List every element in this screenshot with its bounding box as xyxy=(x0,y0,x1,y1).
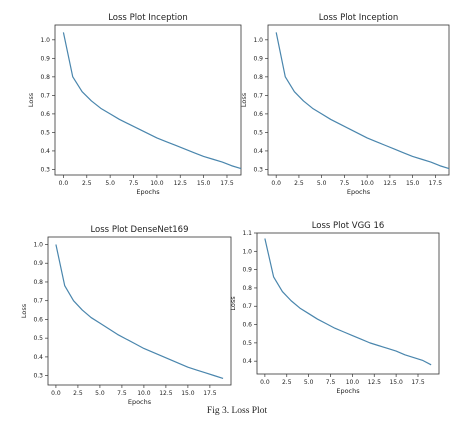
chart-title: Loss Plot Inception xyxy=(319,13,399,23)
y-tick-label: 0.3 xyxy=(40,166,50,173)
loss-series-line xyxy=(264,238,432,366)
y-tick-label: 0.8 xyxy=(33,279,43,286)
x-tick-label: 10.0 xyxy=(150,180,164,187)
x-tick-label: 7.5 xyxy=(129,180,139,187)
y-tick-label: 0.7 xyxy=(253,92,263,99)
y-tick-label: 0.7 xyxy=(40,92,50,99)
x-tick-label: 0.0 xyxy=(51,390,61,397)
x-tick-label: 15.0 xyxy=(389,379,403,386)
y-tick-label: 0.8 xyxy=(40,74,50,81)
chart-panel-3: Loss Plot DenseNet169 Epochs Loss 0.0 2.5 5.0… xyxy=(20,225,232,406)
y-tick-label: 0.9 xyxy=(33,260,43,267)
plot-frame xyxy=(267,24,450,176)
y-tick-label: 0.4 xyxy=(242,358,252,365)
x-tick-label: 2.5 xyxy=(282,379,292,386)
y-tick-label: 0.7 xyxy=(242,303,252,310)
chart-title: Loss Plot DenseNet169 xyxy=(90,225,188,235)
y-tick-label: 0.4 xyxy=(33,354,43,361)
y-axis-label: Loss xyxy=(27,92,35,107)
x-tick-label: 0.0 xyxy=(59,180,69,187)
y-tick-label: 0.5 xyxy=(33,335,43,342)
x-tick-label: 7.5 xyxy=(326,379,336,386)
x-tick-label: 5.0 xyxy=(317,180,327,187)
y-tick-label: 0.7 xyxy=(33,298,43,305)
x-tick-label: 7.5 xyxy=(117,390,127,397)
y-tick-label: 0.3 xyxy=(33,373,43,380)
y-tick-label: 0.6 xyxy=(253,111,263,118)
x-tick-label: 5.0 xyxy=(95,390,105,397)
chart-title: Loss Plot VGG 16 xyxy=(312,221,385,231)
x-tick-label: 15.0 xyxy=(181,390,195,397)
y-tick-label: 0.9 xyxy=(40,55,50,62)
x-tick-label: 15.0 xyxy=(406,180,420,187)
y-tick-label: 0.9 xyxy=(242,267,252,274)
x-tick-label: 15.0 xyxy=(197,180,211,187)
loss-plot-figure: Loss Plot Inception Epochs Loss 0.0 2.5 5.0 7.… xyxy=(20,13,450,406)
x-tick-label: 5.0 xyxy=(105,180,115,187)
x-tick-label: 10.0 xyxy=(346,379,360,386)
x-tick-label: 2.5 xyxy=(294,180,304,187)
x-tick-label: 12.5 xyxy=(368,379,382,386)
x-tick-label: 17.5 xyxy=(203,390,217,397)
chart-title: Loss Plot Inception xyxy=(108,13,188,23)
y-tick-label: 1.0 xyxy=(40,37,50,44)
x-axis-label: Epochs xyxy=(128,398,152,406)
y-tick-label: 1.0 xyxy=(33,241,43,248)
x-axis-label: Epochs xyxy=(347,188,371,196)
x-tick-label: 7.5 xyxy=(340,180,350,187)
x-tick-label: 17.5 xyxy=(220,180,234,187)
loss-series-line xyxy=(275,32,450,170)
y-axis-label: Loss xyxy=(240,92,248,107)
y-tick-label: 0.6 xyxy=(242,322,252,329)
x-tick-label: 2.5 xyxy=(82,180,92,187)
x-tick-label: 17.5 xyxy=(411,379,425,386)
x-axis-label: Epochs xyxy=(136,188,160,196)
y-tick-label: 0.3 xyxy=(253,166,263,173)
y-tick-label: 0.9 xyxy=(253,55,263,62)
y-tick-label: 0.4 xyxy=(40,148,50,155)
y-tick-label: 0.8 xyxy=(242,285,252,292)
plot-frame xyxy=(54,24,242,176)
plot-frame xyxy=(47,236,232,386)
y-tick-label: 0.5 xyxy=(242,340,252,347)
y-tick-label: 0.5 xyxy=(40,129,50,136)
x-tick-label: 10.0 xyxy=(137,390,151,397)
y-tick-label: 0.4 xyxy=(253,148,263,155)
y-tick-label: 1.1 xyxy=(242,230,252,237)
x-tick-label: 17.5 xyxy=(429,180,443,187)
y-tick-label: 1.0 xyxy=(242,248,252,255)
x-tick-label: 0.0 xyxy=(260,379,270,386)
x-tick-label: 2.5 xyxy=(73,390,83,397)
y-tick-label: 0.8 xyxy=(253,74,263,81)
chart-panel-2: Loss Plot Inception Epochs Loss 0.0 2.5 5.0 7.… xyxy=(240,13,450,196)
loss-series-line xyxy=(55,244,224,380)
x-tick-label: 12.5 xyxy=(383,180,397,187)
chart-panel-1: Loss Plot Inception Epochs Loss 0.0 2.5 5.0 7.… xyxy=(27,13,242,196)
x-axis-label: Epochs xyxy=(336,387,360,395)
y-tick-label: 0.6 xyxy=(40,111,50,118)
figure-caption: Fig 3. Loss Plot xyxy=(206,406,268,416)
loss-series-line xyxy=(62,32,242,170)
x-tick-label: 10.0 xyxy=(360,180,374,187)
x-tick-label: 12.5 xyxy=(159,390,173,397)
y-tick-label: 0.5 xyxy=(253,129,263,136)
plot-frame xyxy=(256,232,440,375)
y-axis-label: Loss xyxy=(229,296,237,311)
y-tick-label: 0.6 xyxy=(33,316,43,323)
y-axis-label: Loss xyxy=(20,303,28,318)
x-tick-label: 12.5 xyxy=(174,180,188,187)
chart-panel-4: Loss Plot VGG 16 Epochs Loss 0.0 2.5 5.0 7.5 10… xyxy=(229,221,440,395)
x-tick-label: 0.0 xyxy=(271,180,281,187)
y-tick-label: 1.0 xyxy=(253,37,263,44)
x-tick-label: 5.0 xyxy=(304,379,314,386)
